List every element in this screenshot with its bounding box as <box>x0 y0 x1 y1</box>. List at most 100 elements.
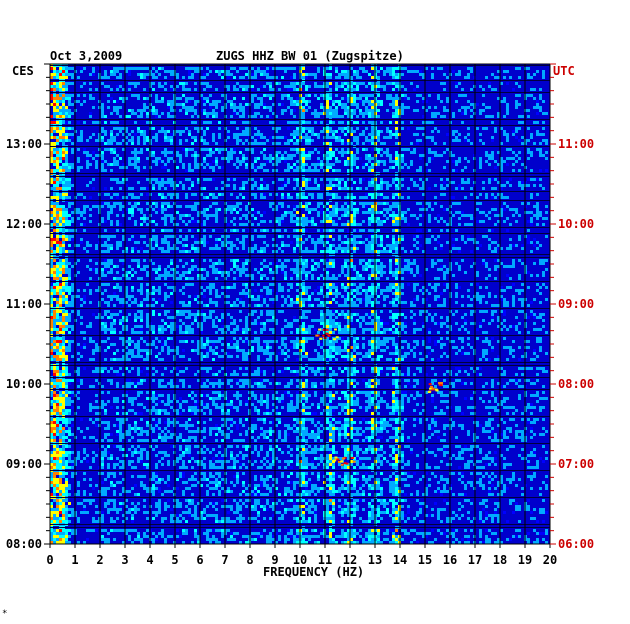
spectrogram-cell <box>335 139 338 142</box>
spectrogram-cell <box>107 148 110 151</box>
spectrogram-cell <box>191 106 194 109</box>
spectrogram-cell <box>221 94 224 97</box>
spectrogram-cell <box>458 82 461 85</box>
spectrogram-cell <box>515 103 518 106</box>
spectrogram-cell <box>107 211 110 214</box>
spectrogram-cell <box>356 97 359 100</box>
spectrogram-cell <box>272 76 275 79</box>
spectrogram-cell <box>335 85 338 88</box>
spectrogram-cell <box>164 277 167 280</box>
spectrogram-cell <box>404 97 407 100</box>
spectrogram-cell <box>326 247 329 250</box>
spectrogram-cell <box>92 67 95 70</box>
spectrogram-cell <box>416 94 419 97</box>
spectrogram-cell <box>290 157 293 160</box>
spectrogram-cell <box>425 163 428 166</box>
spectrogram-cell <box>296 100 299 103</box>
spectrogram-cell <box>293 133 296 136</box>
spectrogram-cell <box>452 112 455 115</box>
spectrogram-cell <box>302 286 305 289</box>
spectrogram-cell <box>386 202 389 205</box>
spectrogram-cell <box>263 142 266 145</box>
spectrogram-cell <box>488 217 491 220</box>
spectrogram-cell <box>179 277 182 280</box>
spectrogram-cell <box>350 217 353 220</box>
spectrogram-cell <box>386 82 389 85</box>
spectrogram-cell <box>290 88 293 91</box>
spectrogram-cell <box>110 169 113 172</box>
spectrogram-cell <box>503 289 506 292</box>
spectrogram-cell <box>518 85 521 88</box>
spectrogram-cell <box>353 217 356 220</box>
spectrogram-cell <box>50 259 53 262</box>
spectrogram-cell <box>212 151 215 154</box>
spectrogram-cell <box>458 217 461 220</box>
spectrogram-cell <box>287 178 290 181</box>
spectrogram-cell <box>254 196 257 199</box>
spectrogram-cell <box>152 187 155 190</box>
spectrogram-cell <box>257 112 260 115</box>
spectrogram-cell <box>236 166 239 169</box>
spectrogram-cell <box>242 223 245 226</box>
spectrogram-cell <box>215 157 218 160</box>
spectrogram-cell <box>194 100 197 103</box>
spectrogram-cell <box>506 106 509 109</box>
spectrogram-cell <box>59 277 62 280</box>
spectrogram-cell <box>59 208 62 211</box>
spectrogram-cell <box>206 115 209 118</box>
spectrogram-cell <box>140 67 143 70</box>
spectrogram-cell <box>359 229 362 232</box>
spectrogram-cell <box>347 142 350 145</box>
spectrogram-cell <box>83 205 86 208</box>
spectrogram-cell <box>209 214 212 217</box>
spectrogram-cell <box>107 250 110 253</box>
spectrogram-cell <box>101 109 104 112</box>
spectrogram-cell <box>71 133 74 136</box>
spectrogram-cell <box>431 67 434 70</box>
spectrogram-cell <box>92 121 95 124</box>
spectrogram-cell <box>341 142 344 145</box>
spectrogram-cell <box>59 262 62 265</box>
spectrogram-cell <box>365 157 368 160</box>
spectrogram-cell <box>329 187 332 190</box>
spectrogram-cell <box>167 178 170 181</box>
spectrogram-cell <box>326 85 329 88</box>
spectrogram-cell <box>491 313 494 316</box>
spectrogram-cell <box>161 304 164 307</box>
spectrogram-cell <box>188 271 191 274</box>
spectrogram-cell <box>167 265 170 268</box>
spectrogram-cell <box>530 274 533 277</box>
spectrogram-cell <box>209 247 212 250</box>
spectrogram-cell <box>353 295 356 298</box>
spectrogram-cell <box>65 121 68 124</box>
spectrogram-cell <box>332 169 335 172</box>
spectrogram-cell <box>110 244 113 247</box>
spectrogram-cell <box>221 166 224 169</box>
spectrogram-cell <box>125 184 128 187</box>
spectrogram-cell <box>131 109 134 112</box>
spectrogram-cell <box>446 184 449 187</box>
spectrogram-cell <box>506 148 509 151</box>
spectrogram-cell <box>164 220 167 223</box>
spectrogram-cell <box>107 193 110 196</box>
spectrogram-cell <box>194 109 197 112</box>
spectrogram-cell <box>56 208 59 211</box>
spectrogram-cell <box>56 97 59 100</box>
spectrogram-cell <box>89 163 92 166</box>
spectrogram-cell <box>392 196 395 199</box>
spectrogram-cell <box>131 289 134 292</box>
spectrogram-cell <box>491 208 494 211</box>
spectrogram-cell <box>389 136 392 139</box>
spectrogram-cell <box>416 133 419 136</box>
spectrogram-cell <box>368 313 371 316</box>
spectrogram-cell <box>290 214 293 217</box>
spectrogram-cell <box>464 157 467 160</box>
spectrogram-cell <box>254 229 257 232</box>
spectrogram-cell <box>365 202 368 205</box>
spectrogram-cell <box>359 112 362 115</box>
spectrogram-cell <box>140 286 143 289</box>
spectrogram-cell <box>371 202 374 205</box>
spectrogram-cell <box>377 103 380 106</box>
spectrogram-cell <box>95 160 98 163</box>
